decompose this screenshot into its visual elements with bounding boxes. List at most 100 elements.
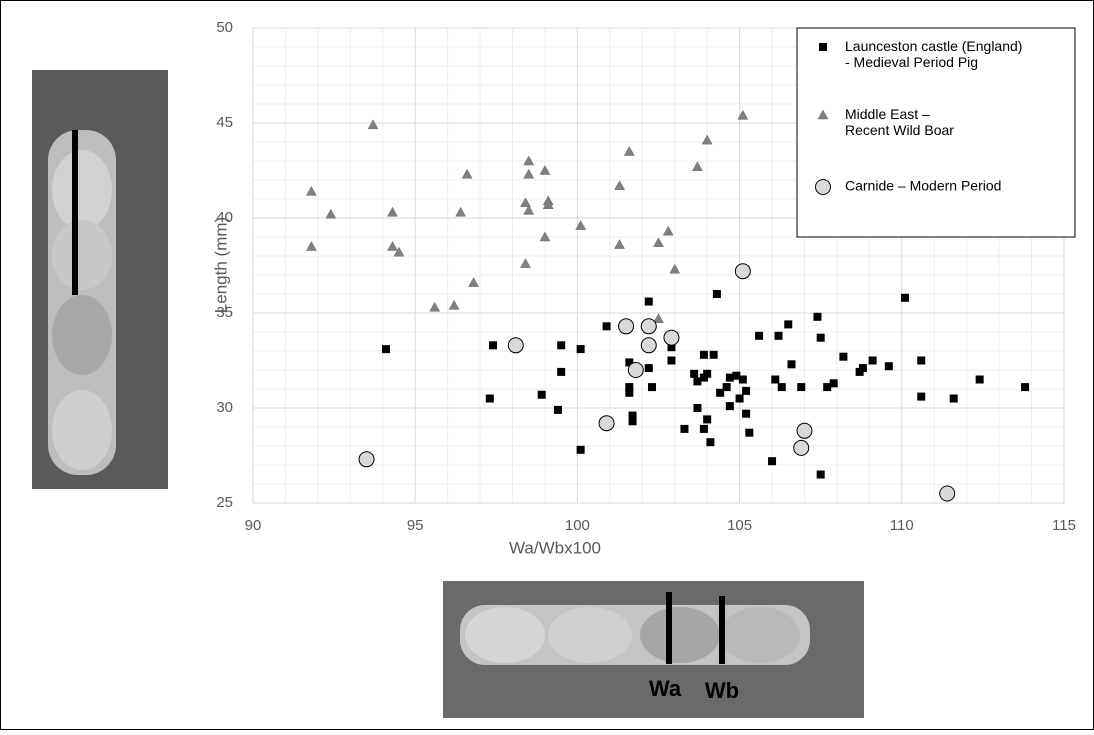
- point: [755, 331, 764, 340]
- point: [699, 350, 708, 359]
- point: [393, 246, 405, 257]
- point: [858, 364, 867, 373]
- legend-label: Middle East – Recent Wild Boar: [845, 106, 954, 138]
- point: [489, 341, 498, 350]
- point: [523, 204, 535, 215]
- point: [829, 379, 838, 388]
- point: [732, 371, 741, 380]
- x-tick-label: 110: [890, 517, 914, 534]
- point: [625, 358, 634, 367]
- point: [625, 383, 634, 392]
- point: [448, 299, 460, 310]
- point: [387, 206, 398, 217]
- point: [787, 360, 796, 369]
- point: [387, 240, 398, 251]
- point: [537, 390, 546, 399]
- point: [468, 277, 480, 287]
- point: [644, 297, 653, 306]
- annotation: Wa: [649, 676, 682, 701]
- point: [625, 388, 634, 397]
- point: [703, 415, 712, 424]
- point: [712, 290, 721, 298]
- y-tick-label: 50: [216, 19, 233, 36]
- y-tick-label: 45: [216, 114, 233, 131]
- point: [614, 180, 625, 190]
- y-tick-label: 40: [216, 209, 233, 226]
- point: [602, 322, 611, 331]
- legend: [796, 27, 1076, 238]
- point: [640, 318, 657, 335]
- point: [305, 185, 317, 196]
- point: [816, 470, 825, 479]
- point: [742, 409, 751, 418]
- point: [644, 364, 653, 373]
- point: [813, 312, 822, 321]
- point: [1021, 383, 1030, 392]
- point: [520, 258, 531, 268]
- bottom-photo: Wa Wb: [443, 581, 864, 718]
- point: [771, 375, 780, 384]
- point: [662, 225, 674, 236]
- point: [358, 451, 375, 468]
- point: [738, 375, 747, 384]
- point: [777, 383, 786, 392]
- point: [816, 333, 825, 342]
- point: [576, 445, 585, 454]
- point: [901, 293, 910, 302]
- point: [553, 405, 562, 414]
- point: [520, 197, 531, 208]
- x-tick-label: 95: [407, 517, 424, 534]
- point: [774, 331, 783, 340]
- point: [797, 383, 806, 392]
- point: [557, 341, 566, 350]
- point: [939, 485, 956, 502]
- point: [648, 383, 657, 392]
- point: [653, 313, 664, 323]
- left-photo: [32, 70, 168, 489]
- point: [542, 199, 554, 209]
- point: [975, 375, 984, 384]
- point: [455, 206, 467, 217]
- point: [737, 109, 749, 120]
- point: [768, 457, 777, 466]
- point: [884, 362, 893, 371]
- point: [680, 424, 689, 433]
- point: [485, 394, 494, 403]
- point: [667, 343, 676, 352]
- point: [722, 383, 731, 392]
- legend-marker: [819, 43, 827, 51]
- legend-label: Carnide – Modern Period: [845, 178, 1001, 194]
- point: [667, 356, 676, 365]
- point: [557, 367, 566, 376]
- point: [793, 439, 810, 456]
- x-tick-label: 100: [565, 517, 590, 534]
- point: [839, 352, 848, 361]
- point: [709, 350, 718, 359]
- point: [461, 168, 473, 179]
- point: [692, 161, 703, 171]
- point: [539, 231, 551, 242]
- y-tick-label: 30: [216, 399, 233, 416]
- point: [325, 208, 337, 219]
- point: [669, 263, 681, 274]
- point: [382, 345, 391, 354]
- point: [523, 168, 535, 179]
- point: [745, 428, 754, 437]
- x-axis-label: Wa/Wbx100: [509, 538, 601, 557]
- x-tick-label: 105: [727, 517, 752, 534]
- y-tick-label: 35: [216, 304, 233, 321]
- point: [690, 369, 699, 378]
- y-tick-label: 25: [216, 494, 233, 511]
- point: [823, 383, 832, 392]
- point: [868, 356, 877, 365]
- x-tick-label: 115: [1052, 517, 1076, 534]
- legend-label: Launceston castle (England) - Medieval Pe…: [845, 38, 1022, 70]
- point: [735, 394, 744, 403]
- annotation: Wb: [705, 678, 739, 703]
- legend-marker: [817, 109, 829, 120]
- point: [507, 337, 524, 354]
- point: [716, 388, 725, 397]
- point: [949, 394, 958, 403]
- point: [628, 417, 637, 426]
- point: [575, 220, 587, 230]
